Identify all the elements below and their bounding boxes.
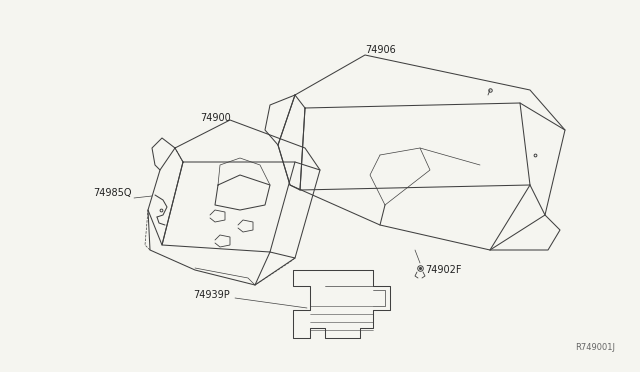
Text: 74900: 74900 bbox=[200, 113, 231, 123]
Text: 74939P: 74939P bbox=[193, 290, 230, 300]
Text: 74902F: 74902F bbox=[425, 265, 461, 275]
Text: 74985Q: 74985Q bbox=[93, 188, 131, 198]
Text: 74906: 74906 bbox=[365, 45, 396, 55]
Text: R749001J: R749001J bbox=[575, 343, 615, 352]
